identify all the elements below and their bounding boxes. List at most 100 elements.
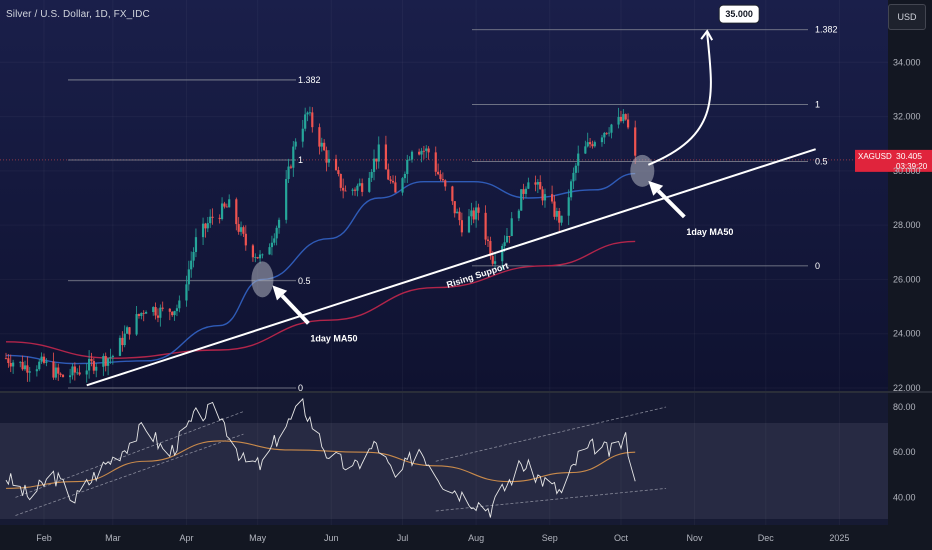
candle-body bbox=[318, 127, 321, 147]
candle-body bbox=[275, 227, 278, 239]
candle-body bbox=[78, 372, 81, 375]
date-tick-label: Feb bbox=[36, 533, 52, 543]
date-tick-label: Nov bbox=[687, 533, 704, 543]
candle-body bbox=[92, 361, 95, 371]
date-tick-label: Sep bbox=[542, 533, 558, 543]
ma50-touch-highlight bbox=[630, 154, 655, 187]
candle-body bbox=[52, 361, 55, 378]
candle-body bbox=[142, 312, 145, 314]
candle-body bbox=[534, 182, 537, 185]
candle-body bbox=[301, 128, 304, 142]
price-badge bbox=[855, 149, 932, 172]
date-tick-label: Jul bbox=[397, 533, 409, 543]
fib-level-label: 0.5 bbox=[815, 156, 828, 166]
candle-body bbox=[505, 235, 509, 243]
candle-body bbox=[187, 269, 190, 285]
candle-body bbox=[239, 227, 243, 232]
fib-level-label: 0 bbox=[815, 261, 820, 271]
candle-body bbox=[128, 327, 131, 335]
candle-body bbox=[35, 369, 38, 372]
badge-price: 30.405 bbox=[896, 151, 922, 161]
candle-body bbox=[361, 183, 364, 192]
candle-body bbox=[76, 372, 79, 374]
rsi-line bbox=[5, 397, 636, 518]
candle-body bbox=[408, 159, 411, 161]
target-callout-box bbox=[718, 4, 760, 24]
candle-body bbox=[178, 300, 181, 309]
candle-body bbox=[118, 337, 122, 356]
candle-body bbox=[320, 142, 323, 147]
candle-body bbox=[434, 152, 437, 172]
candle-body bbox=[273, 238, 276, 243]
candle-body bbox=[85, 370, 88, 375]
candle-body bbox=[425, 148, 428, 151]
candle-body bbox=[444, 180, 447, 187]
rsi-band bbox=[0, 423, 888, 519]
candle-body bbox=[220, 203, 224, 220]
candle-body bbox=[192, 251, 195, 261]
date-tick-label: 2025 bbox=[829, 533, 849, 543]
candle-body bbox=[304, 114, 307, 129]
candle-body bbox=[453, 201, 456, 214]
candle-body bbox=[472, 210, 475, 220]
candle-body bbox=[420, 150, 423, 155]
candle-body bbox=[206, 223, 209, 229]
candle-body bbox=[337, 170, 340, 174]
candle-body bbox=[491, 256, 494, 264]
candle-body bbox=[121, 337, 124, 346]
candle-body bbox=[111, 355, 114, 358]
candle-body bbox=[175, 308, 179, 312]
ma50-line bbox=[5, 172, 636, 365]
candle-body bbox=[510, 218, 513, 237]
candle-body bbox=[308, 112, 312, 114]
candle-body bbox=[353, 189, 357, 191]
candle-body bbox=[368, 177, 371, 192]
candle-body bbox=[12, 362, 15, 367]
fib-level-label: 0.5 bbox=[298, 276, 311, 286]
candle-body bbox=[42, 356, 46, 363]
ma50-label: 1day MA50 bbox=[310, 333, 357, 343]
candle-body bbox=[173, 311, 176, 316]
candle-body bbox=[40, 356, 43, 362]
candle-body bbox=[38, 361, 41, 370]
candle-body bbox=[339, 173, 342, 188]
candle-body bbox=[384, 144, 387, 170]
candle-body bbox=[270, 242, 274, 248]
candle-body bbox=[28, 371, 31, 373]
candle-body bbox=[486, 239, 490, 241]
candle-body bbox=[356, 185, 359, 191]
candle-body bbox=[171, 311, 174, 316]
candle-body bbox=[23, 365, 27, 370]
candle-body bbox=[503, 242, 506, 246]
chart-title: Silver / U.S. Dollar, 1D, FX_IDC bbox=[6, 9, 150, 20]
rsi-channel-line bbox=[435, 406, 667, 462]
candle-body bbox=[484, 212, 487, 240]
candle-body bbox=[323, 142, 326, 151]
price-pane-background bbox=[0, 0, 888, 391]
candle-body bbox=[325, 150, 328, 163]
candle-body bbox=[209, 216, 212, 224]
candle-body bbox=[439, 174, 442, 180]
candle-body bbox=[593, 142, 596, 147]
candle-body bbox=[520, 189, 523, 211]
candle-body bbox=[285, 179, 288, 220]
ma50-arrow bbox=[648, 180, 686, 219]
candle-body bbox=[543, 194, 547, 201]
candle-body bbox=[306, 112, 309, 115]
candle-body bbox=[137, 314, 141, 316]
candle-body bbox=[351, 189, 354, 191]
currency-unit-button[interactable]: USD bbox=[888, 4, 926, 30]
candle-body bbox=[251, 245, 255, 258]
price-tick-label: 22.000 bbox=[893, 383, 921, 393]
badge-countdown: 03:39:20 bbox=[896, 162, 928, 171]
candle-body bbox=[470, 210, 473, 217]
candle-body bbox=[26, 365, 29, 373]
candle-body bbox=[152, 307, 155, 312]
candle-body bbox=[156, 315, 160, 318]
candle-body bbox=[427, 148, 430, 153]
rsi-channel-line bbox=[15, 433, 244, 516]
candle-body bbox=[268, 247, 271, 255]
candle-body bbox=[235, 199, 238, 225]
candle-body bbox=[524, 188, 528, 194]
candle-body bbox=[223, 203, 226, 207]
